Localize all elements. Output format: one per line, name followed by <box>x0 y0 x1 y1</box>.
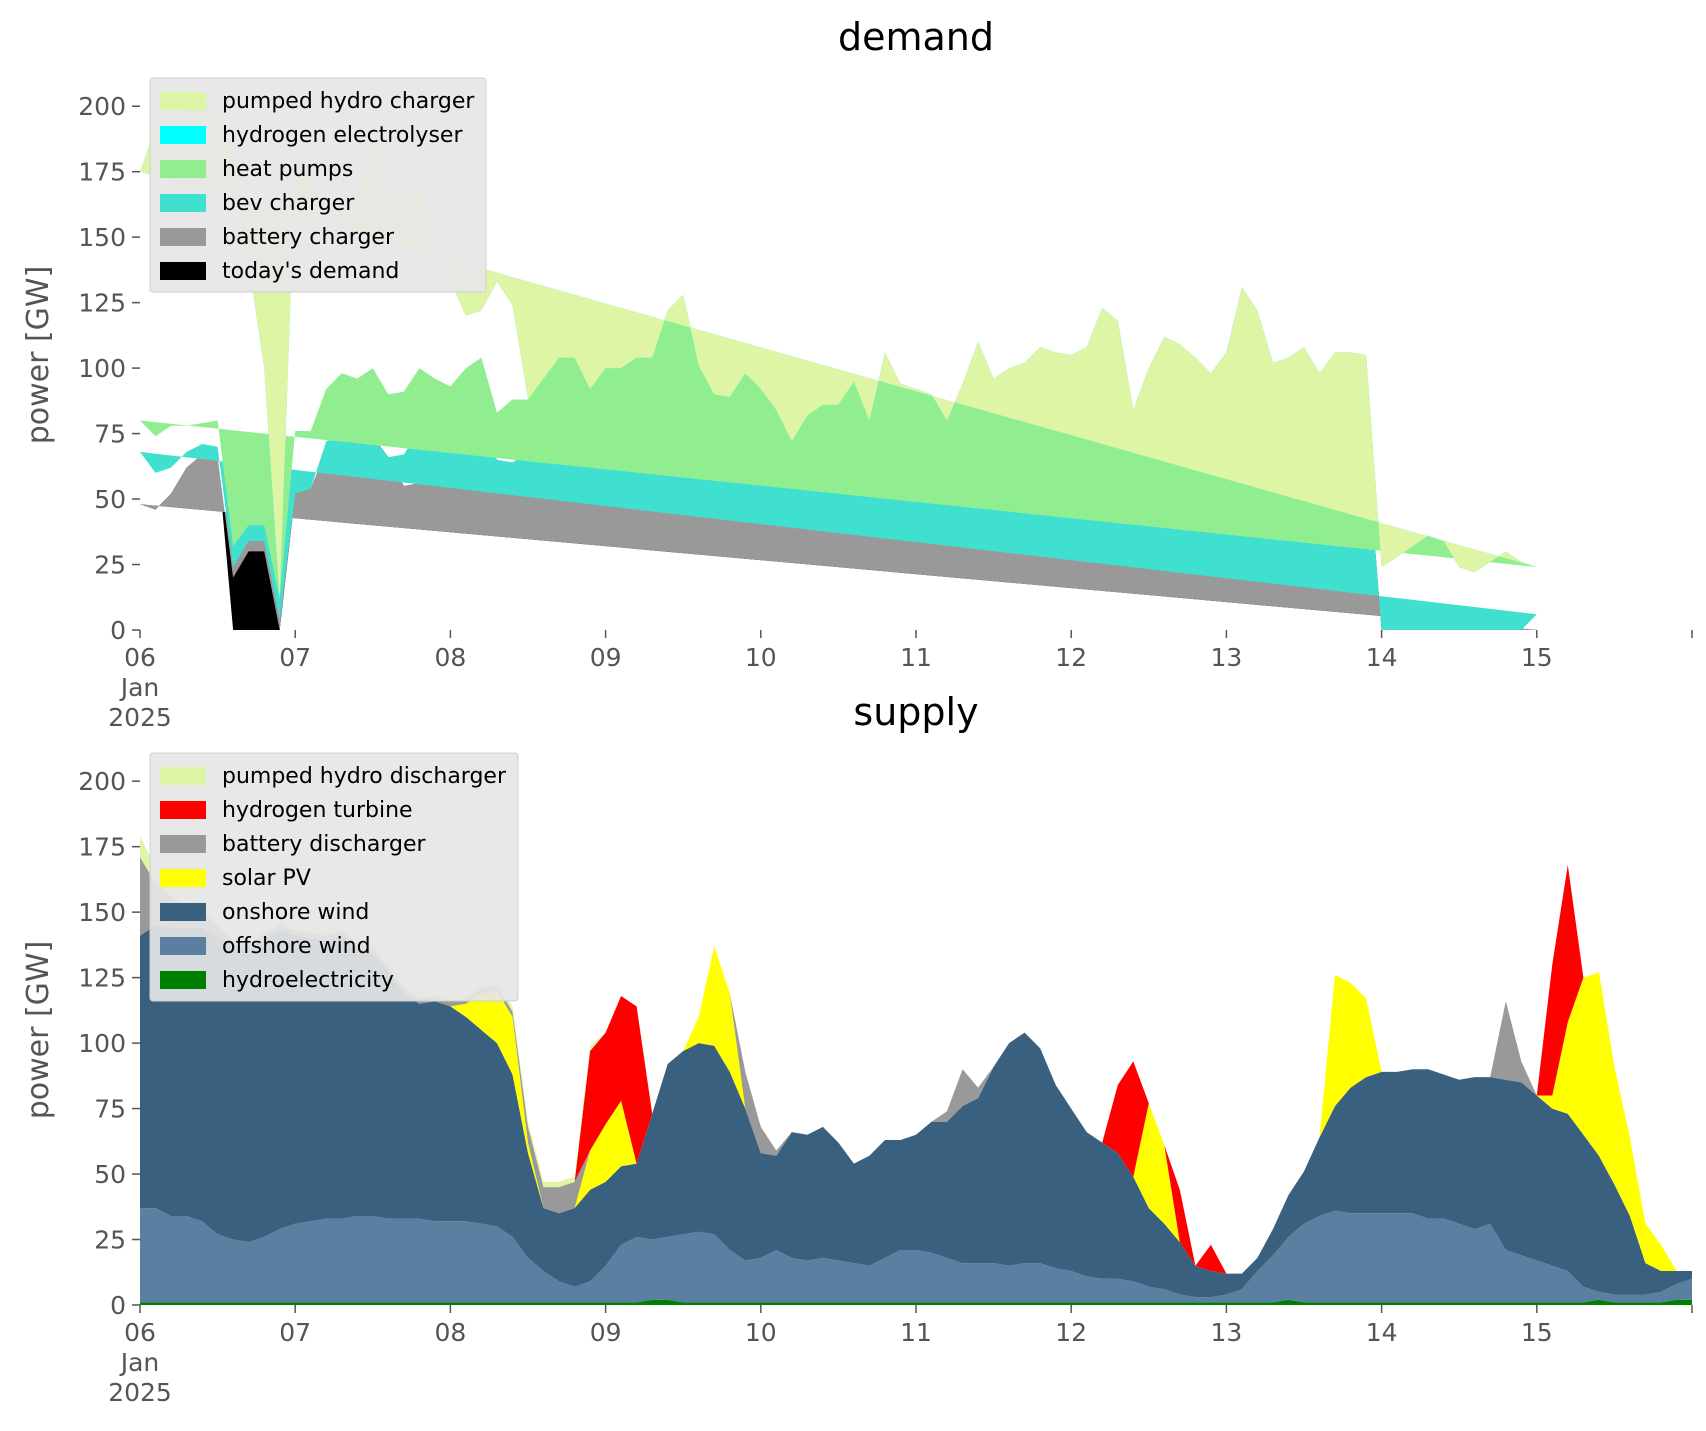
x-tick-label: 08 <box>434 643 466 672</box>
chart-panel-demand: demand power [GW] 0 25 50 75 100 125 150 175 200 06… <box>21 15 1693 732</box>
y-tick-label: 200 <box>78 767 126 796</box>
legend: pumped hydro discharger hydrogen turbine b… <box>149 752 519 1002</box>
y-tick-label: 25 <box>94 551 126 580</box>
y-tick-label: 125 <box>78 964 126 993</box>
x-tick-label: 12 <box>1055 643 1087 672</box>
y-axis-label: power [GW] <box>21 941 56 1120</box>
legend-label: today's demand <box>222 259 399 284</box>
legend-swatch <box>160 194 206 212</box>
legend-swatch <box>160 92 206 110</box>
series-area-pumped-hydro-charger <box>140 98 1537 599</box>
legend-label: heat pumps <box>222 157 353 182</box>
chart-title: supply <box>853 690 978 734</box>
y-tick-label: 125 <box>78 289 126 318</box>
legend-label: battery charger <box>222 225 395 250</box>
x-tick-label: 14 <box>1366 643 1398 672</box>
legend-label: solar PV <box>222 866 311 891</box>
legend-label: hydrogen turbine <box>222 798 413 823</box>
legend-swatch <box>160 937 206 955</box>
x-tick-label: 11 <box>900 1318 932 1347</box>
y-tick-label: 175 <box>78 158 126 187</box>
y-tick-label: 200 <box>78 92 126 121</box>
legend-label: hydrogen electrolyser <box>222 123 463 148</box>
legend-label: onshore wind <box>222 900 369 925</box>
y-tick-label: 25 <box>94 1226 126 1255</box>
legend-swatch <box>160 869 206 887</box>
legend-swatch <box>160 903 206 921</box>
legend-swatch <box>160 262 206 280</box>
legend-label: bev charger <box>222 191 355 216</box>
y-tick-label: 50 <box>94 485 126 514</box>
legend-label: pumped hydro discharger <box>222 764 507 789</box>
x-tick-label: 06 Jan 2025 <box>108 1318 172 1407</box>
y-tick-label: 100 <box>78 1029 126 1058</box>
y-tick-label: 0 <box>110 616 126 645</box>
x-tick-label: 15 <box>1521 643 1553 672</box>
x-tick-label: 13 <box>1210 643 1242 672</box>
legend-swatch <box>160 228 206 246</box>
x-tick-label: 07 <box>279 643 311 672</box>
legend-swatch <box>160 835 206 853</box>
legend-swatch <box>160 126 206 144</box>
series-area-offshore-wind <box>140 1208 1692 1303</box>
legend-box <box>149 77 487 293</box>
legend-swatch <box>160 767 206 785</box>
legend-box <box>149 752 519 1002</box>
x-tick-label: 10 <box>745 643 777 672</box>
series-area-onshore-wind <box>140 925 1692 1298</box>
y-tick-label: 175 <box>78 833 126 862</box>
legend-label: pumped hydro charger <box>222 89 475 114</box>
x-tick-label: 14 <box>1366 1318 1398 1347</box>
x-tick-label: 09 <box>590 1318 622 1347</box>
y-tick-label: 100 <box>78 354 126 383</box>
y-tick-label: 0 <box>110 1291 126 1320</box>
x-tick-label: 10 <box>745 1318 777 1347</box>
legend-swatch <box>160 801 206 819</box>
x-tick-label: 15 <box>1521 1318 1553 1347</box>
legend-swatch <box>160 160 206 178</box>
x-tick-label: 08 <box>434 1318 466 1347</box>
x-tick-label: 09 <box>590 643 622 672</box>
y-tick-label: 75 <box>94 1095 126 1124</box>
legend: pumped hydro charger hydrogen electrolyse… <box>149 77 487 293</box>
y-tick-label: 50 <box>94 1160 126 1189</box>
legend-label: offshore wind <box>222 934 371 959</box>
y-tick-label: 150 <box>78 898 126 927</box>
x-tick-label: 07 <box>279 1318 311 1347</box>
x-tick-label: 11 <box>900 643 932 672</box>
x-tick-label: 06 Jan 2025 <box>108 643 172 732</box>
chart-title: demand <box>838 15 994 59</box>
legend-label: battery discharger <box>222 832 427 857</box>
legend-swatch <box>160 971 206 989</box>
y-axis-label: power [GW] <box>21 266 56 445</box>
x-tick-label: 13 <box>1210 1318 1242 1347</box>
y-tick-label: 150 <box>78 223 126 252</box>
chart-panel-supply: supply power [GW] 0 25 50 75 100 125 150 175 200 06… <box>21 690 1693 1407</box>
legend-label: hydroelectricity <box>222 968 394 993</box>
y-tick-label: 75 <box>94 420 126 449</box>
x-tick-label: 12 <box>1055 1318 1087 1347</box>
